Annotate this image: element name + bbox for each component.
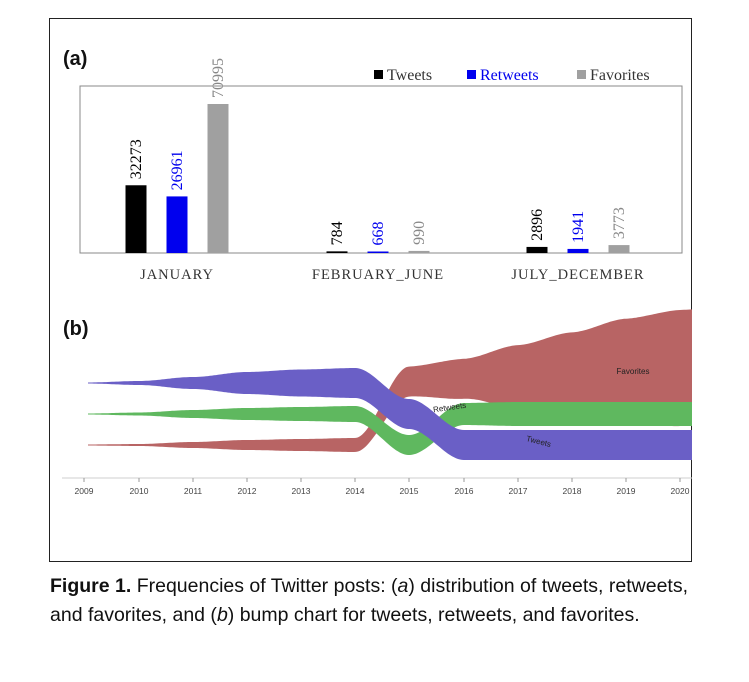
bar-retweets	[166, 196, 188, 253]
legend-label: Tweets	[387, 67, 432, 84]
x-tick-label: FEBRUARY_JUNE	[312, 267, 444, 283]
caption-segment: a	[397, 575, 409, 597]
figure-label: Figure 1.	[50, 575, 132, 597]
x-tick-label: 2011	[184, 486, 203, 496]
x-tick-label: 2017	[509, 486, 528, 496]
x-tick-label: JULY_DECEMBER	[511, 267, 644, 283]
stream-favorites	[88, 309, 692, 452]
x-tick-label: 2020	[671, 486, 690, 496]
caption-text: Frequencies of Twitter posts: (a) distri…	[50, 575, 688, 626]
x-tick-label: 2010	[130, 486, 149, 496]
bar-favorites	[608, 245, 630, 253]
caption-segment: b	[216, 604, 228, 626]
panel-b-label: (b)	[63, 318, 89, 340]
data-label: 668	[370, 222, 387, 246]
bar-tweets	[526, 246, 548, 253]
x-tick-label: 2019	[617, 486, 636, 496]
bar-retweets	[367, 251, 389, 253]
bar-tweets	[326, 251, 348, 253]
x-tick-label: JANUARY	[140, 267, 214, 283]
data-label: 784	[329, 221, 346, 245]
bar-tweets	[125, 185, 147, 253]
x-tick-label: 2018	[563, 486, 582, 496]
figure-frame	[49, 18, 692, 562]
data-label: 32273	[128, 139, 145, 179]
legend-swatch-tweets	[374, 70, 383, 79]
x-tick-label: 2015	[400, 486, 419, 496]
data-label: 70995	[210, 58, 227, 98]
data-label: 2896	[529, 209, 546, 241]
stream-tweets	[88, 368, 692, 460]
bar-retweets	[567, 248, 589, 253]
data-label: 1941	[570, 211, 587, 243]
legend-label: Favorites	[590, 67, 650, 84]
legend-swatch-retweets	[467, 70, 476, 79]
bar-favorites	[408, 250, 430, 253]
legend-swatch-favorites	[577, 70, 586, 79]
legend-label: Retweets	[480, 67, 539, 84]
data-label: 990	[411, 221, 428, 245]
caption-segment: ) distribution of tweets, retweets, and …	[50, 575, 689, 626]
x-tick-label: 2016	[455, 486, 474, 496]
x-tick-label: 2013	[292, 486, 311, 496]
data-label: 26961	[169, 150, 186, 190]
bar-favorites	[207, 104, 229, 253]
panel-a-label: (a)	[63, 48, 88, 70]
figure-caption: Figure 1. Frequencies of Twitter posts: …	[50, 572, 710, 630]
x-tick-label: 2014	[346, 486, 365, 496]
data-label: 3773	[611, 207, 628, 239]
x-tick-label: 2012	[238, 486, 257, 496]
stream-label: Favorites	[617, 367, 650, 376]
stream-retweets	[88, 402, 692, 455]
caption-segment: ) bump chart for tweets, retweets, and f…	[227, 604, 640, 626]
x-tick-label: 2009	[75, 486, 94, 496]
caption-segment: Frequencies of Twitter posts: (	[131, 575, 398, 597]
